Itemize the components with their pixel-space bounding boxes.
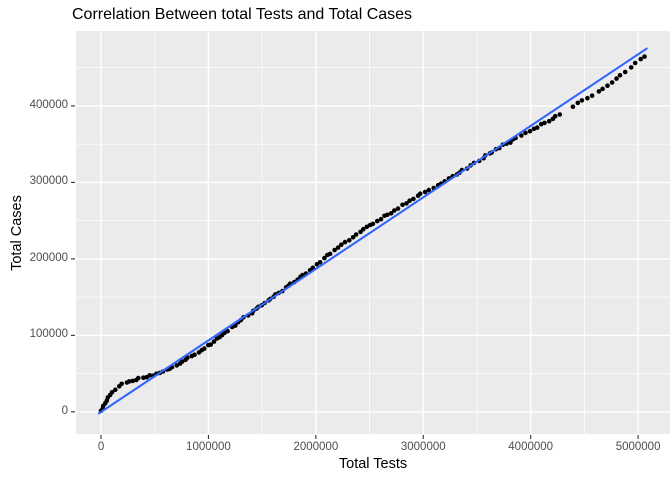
data-point: [585, 95, 590, 101]
data-point: [622, 69, 628, 75]
y-axis-title: Total Cases: [9, 195, 25, 271]
data-point: [347, 238, 352, 243]
data-point: [388, 211, 394, 216]
data-point: [552, 113, 558, 119]
data-point: [519, 133, 524, 138]
data-point: [317, 260, 323, 265]
data-point: [127, 379, 132, 384]
data-point: [392, 208, 397, 213]
data-point: [609, 80, 615, 85]
data-point: [202, 346, 207, 351]
fit-line: [97, 47, 648, 415]
data-point: [508, 140, 513, 145]
data-point: [632, 60, 638, 66]
data-point: [335, 245, 341, 250]
data-point: [617, 73, 623, 78]
data-point: [426, 187, 432, 193]
data-point: [113, 387, 118, 393]
data-point: [136, 375, 141, 381]
data-point: [404, 201, 409, 206]
data-point: [407, 198, 412, 203]
data-point: [411, 196, 416, 202]
data-point: [147, 373, 153, 378]
data-point: [570, 104, 576, 109]
data-point: [130, 378, 136, 384]
data-point: [109, 390, 115, 395]
data-point: [395, 206, 401, 211]
data-point: [417, 191, 423, 196]
data-point: [575, 100, 581, 106]
data-point: [614, 76, 619, 81]
chart-title: Correlation Between total Tests and Tota…: [72, 6, 413, 23]
data-point: [527, 128, 533, 134]
data-point: [350, 235, 356, 240]
data-point: [600, 86, 605, 92]
data-point: [628, 65, 634, 70]
data-point: [119, 381, 124, 387]
data-point: [322, 255, 327, 261]
data-point: [385, 212, 390, 218]
data-point: [208, 342, 213, 347]
data-point: [638, 56, 643, 62]
data-point: [332, 247, 337, 253]
data-point: [422, 189, 428, 195]
data-point: [400, 202, 405, 208]
data-point: [378, 216, 384, 222]
data-point: [542, 120, 547, 126]
data-point: [605, 83, 610, 88]
data-point: [534, 125, 540, 130]
data-point: [339, 242, 344, 247]
data-point: [342, 239, 348, 245]
data-point: [361, 226, 366, 232]
data-point: [374, 218, 380, 224]
data-point: [579, 98, 585, 103]
data-point: [353, 232, 359, 237]
data-point: [546, 118, 552, 124]
data-point: [179, 359, 185, 364]
data-point: [596, 89, 602, 94]
data-point: [589, 93, 595, 98]
data-point: [370, 221, 376, 227]
data-point: [211, 339, 217, 344]
data-point: [192, 352, 197, 358]
data-point: [327, 251, 333, 257]
data-point: [523, 130, 528, 136]
data-point: [557, 112, 563, 117]
x-axis-title: Total Tests: [338, 456, 408, 472]
data-point: [225, 328, 230, 334]
data-point: [642, 54, 647, 59]
